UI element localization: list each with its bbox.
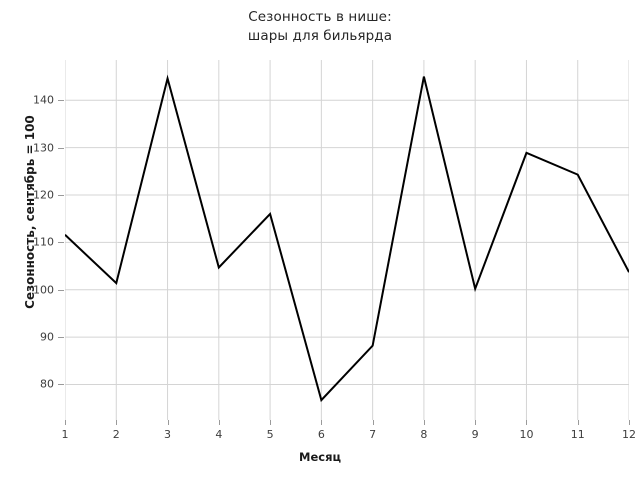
x-tick-label: 2 xyxy=(112,428,120,441)
series-line xyxy=(65,74,629,403)
y-tick-mark xyxy=(58,337,64,339)
y-tick-label: 130 xyxy=(33,141,54,155)
x-tick-label: 1 xyxy=(61,428,69,441)
x-tick-label: 6 xyxy=(317,428,325,441)
x-tick-label: 8 xyxy=(420,428,428,441)
x-tick-label: 7 xyxy=(369,428,377,441)
y-tick-mark xyxy=(58,195,64,196)
x-tick-label: 12 xyxy=(622,428,636,441)
x-tick-mark xyxy=(526,420,528,425)
chart-title-line-2: шары для бильярда xyxy=(247,28,393,44)
x-tick-mark xyxy=(116,420,118,425)
chart-title: Сезонность в нише: шары для бильярда xyxy=(0,8,640,46)
y-tick-mark xyxy=(58,100,64,102)
x-tick-mark xyxy=(372,420,374,425)
gridlines xyxy=(65,60,629,420)
x-tick-mark xyxy=(218,420,220,425)
y-tick-mark xyxy=(58,289,64,291)
x-tick-mark xyxy=(629,420,630,425)
x-tick-mark xyxy=(167,420,169,425)
x-tick-label: 11 xyxy=(570,428,585,441)
x-tick-label: 5 xyxy=(266,428,274,441)
y-tick-label: 120 xyxy=(33,188,54,202)
x-tick-label: 10 xyxy=(519,428,534,441)
x-tick-mark xyxy=(321,420,323,425)
x-tick-mark xyxy=(475,420,477,425)
x-tick-label: 4 xyxy=(215,428,223,441)
y-tick-mark xyxy=(58,147,64,149)
x-tick-mark xyxy=(423,420,425,425)
y-tick-mark xyxy=(58,242,64,244)
x-tick-mark xyxy=(65,420,66,425)
y-tick-label: 110 xyxy=(33,235,54,249)
x-tick-label: 3 xyxy=(164,428,172,441)
x-axis-label: Месяц xyxy=(299,450,341,464)
y-tick-mark xyxy=(58,384,64,386)
y-tick-label: 140 xyxy=(33,93,54,107)
x-tick-mark xyxy=(577,420,579,425)
plot-area xyxy=(65,60,629,420)
x-tick-mark xyxy=(270,420,272,425)
chart-title-line-1: Сезонность в нише: xyxy=(248,9,392,25)
y-tick-label: 90 xyxy=(40,330,54,344)
x-tick-label: 9 xyxy=(471,428,479,441)
y-tick-label: 100 xyxy=(33,283,54,297)
series-line-layer xyxy=(65,74,629,403)
y-tick-label: 80 xyxy=(40,377,54,391)
